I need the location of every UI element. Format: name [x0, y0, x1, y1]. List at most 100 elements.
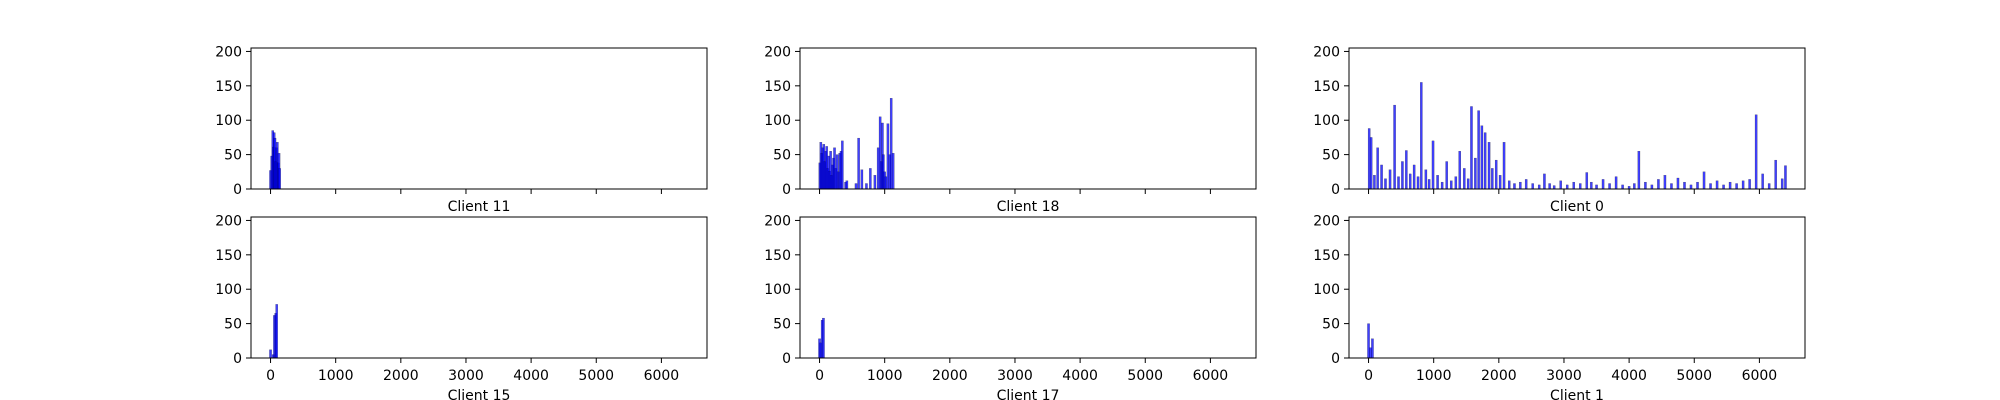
y-tick-label: 100	[764, 282, 791, 298]
bar	[1502, 142, 1506, 190]
bar	[1644, 181, 1647, 190]
x-axis-label: Client 0	[1550, 199, 1604, 215]
bar	[1585, 172, 1589, 190]
bar	[1494, 159, 1498, 190]
y-tick-label: 200	[1313, 44, 1340, 60]
bar	[1463, 168, 1466, 190]
y-tick-label: 150	[764, 79, 791, 95]
x-tick-label: 1000	[1416, 368, 1452, 384]
bar	[1784, 165, 1787, 190]
y-tick-label: 50	[773, 148, 791, 164]
bar	[1748, 179, 1751, 190]
y-tick-label: 150	[764, 248, 791, 264]
bar	[1371, 338, 1374, 359]
bar	[1621, 184, 1624, 190]
bar	[1466, 178, 1470, 190]
bar	[1454, 176, 1458, 190]
y-tick-label: 0	[1331, 351, 1340, 367]
subplot-grid: 0 50 100 150 200 Client 11 0 50 100 150 200 Client …	[215, 44, 1806, 400]
x-tick-label: 6000	[1742, 368, 1778, 384]
x-tick-label: 4000	[1611, 368, 1647, 384]
bar	[1548, 183, 1551, 190]
x-tick-label: 0	[1364, 368, 1373, 384]
bar	[1445, 161, 1448, 190]
y-tick-label: 50	[224, 317, 242, 333]
y-tick-label: 200	[764, 213, 791, 229]
y-tick-label: 150	[1313, 248, 1340, 264]
bar	[1416, 176, 1420, 190]
y-tick-label: 0	[233, 182, 242, 198]
bar	[1397, 176, 1400, 190]
x-tick-label: 3000	[1546, 368, 1582, 384]
bar	[1408, 173, 1412, 190]
bar	[1450, 180, 1453, 190]
bar	[1524, 179, 1528, 190]
y-tick-label: 100	[764, 113, 791, 129]
bar	[278, 168, 281, 190]
bar-series	[269, 304, 278, 359]
bar	[1689, 184, 1693, 190]
bar	[1767, 183, 1771, 190]
axes-frame	[250, 47, 708, 190]
bar	[841, 140, 844, 190]
x-axis-label: Client 15	[448, 388, 511, 400]
y-tick-label: 50	[1322, 317, 1340, 333]
bar	[865, 183, 868, 190]
bar	[275, 304, 278, 359]
bar	[269, 349, 272, 359]
bar	[1590, 181, 1593, 190]
bar	[1412, 164, 1416, 190]
subplot-0: 0 50 100 150 200 Client 11	[215, 44, 708, 215]
bar	[1380, 164, 1383, 190]
bar	[1480, 125, 1484, 190]
axes-frame	[799, 216, 1257, 359]
y-tick-label: 150	[215, 79, 242, 95]
x-tick-label: 2000	[932, 368, 968, 384]
bar	[1754, 114, 1758, 190]
x-axis-label: Client 18	[997, 199, 1060, 215]
bar	[1537, 184, 1541, 190]
bar	[1477, 110, 1480, 190]
bar	[1388, 169, 1392, 190]
bar	[1458, 151, 1461, 190]
x-tick-label: 5000	[578, 368, 614, 384]
bar	[891, 153, 895, 190]
axes-frame	[1348, 47, 1806, 190]
x-tick-label: 0	[266, 368, 275, 384]
bar	[857, 137, 860, 190]
x-tick-label: 4000	[1062, 368, 1098, 384]
y-tick-label: 0	[782, 351, 791, 367]
bar	[1424, 169, 1428, 190]
y-tick-label: 200	[764, 44, 791, 60]
bar	[1531, 183, 1534, 190]
bar	[1614, 176, 1618, 190]
y-tick-label: 100	[1313, 113, 1340, 129]
bar	[1735, 183, 1738, 190]
bar	[1519, 181, 1522, 190]
y-tick-label: 150	[1313, 79, 1340, 95]
bar	[1440, 181, 1444, 190]
bar	[1709, 183, 1712, 190]
y-tick-label: 200	[215, 44, 242, 60]
x-axis-label: Client 11	[448, 199, 511, 215]
x-tick-label: 4000	[513, 368, 549, 384]
bar	[1420, 82, 1423, 190]
bar	[1401, 161, 1404, 190]
bar	[1498, 175, 1502, 190]
bar	[1683, 181, 1686, 190]
bar	[1741, 180, 1745, 190]
y-tick-label: 200	[215, 213, 242, 229]
bar	[1650, 184, 1654, 190]
bar	[1474, 157, 1477, 190]
y-tick-label: 150	[215, 248, 242, 264]
bar	[822, 317, 825, 359]
bar	[1761, 173, 1764, 190]
axes-frame	[799, 47, 1257, 190]
axes-frame	[250, 216, 708, 359]
y-tick-label: 200	[1313, 213, 1340, 229]
bar	[1722, 184, 1725, 190]
bar	[1373, 175, 1376, 190]
